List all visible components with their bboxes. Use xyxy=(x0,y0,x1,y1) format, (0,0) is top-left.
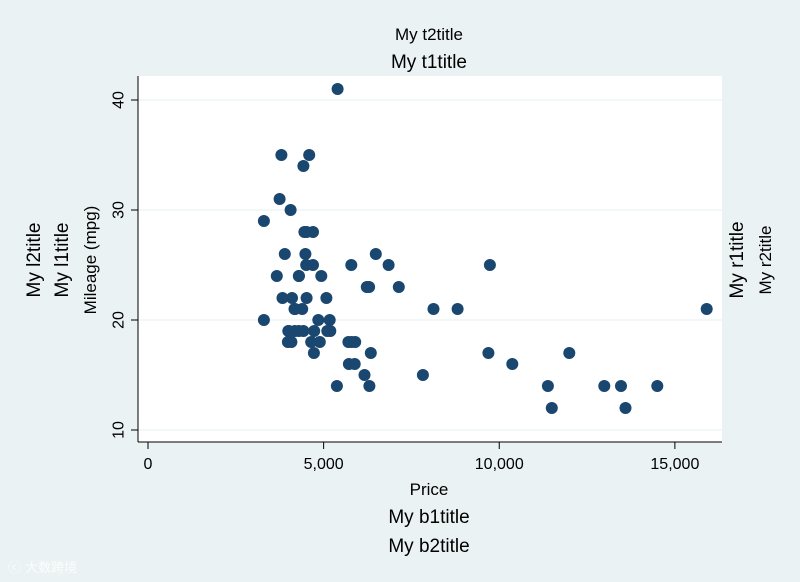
data-point xyxy=(598,380,611,392)
data-point xyxy=(278,248,291,260)
axes xyxy=(137,76,722,443)
plot-area xyxy=(138,76,722,442)
data-point xyxy=(545,402,558,414)
data-point xyxy=(324,325,337,337)
y-tick-label: 10 xyxy=(111,421,128,439)
r1-title: My r1title xyxy=(727,221,748,298)
data-point xyxy=(308,325,321,337)
x-tick-label: 5,000 xyxy=(304,456,344,473)
data-point xyxy=(300,226,313,238)
data-point xyxy=(285,336,298,348)
data-point xyxy=(289,303,302,315)
data-point xyxy=(482,347,495,359)
t2-title: My t2title xyxy=(395,25,463,44)
data-point xyxy=(297,160,310,172)
data-point xyxy=(615,380,627,392)
data-point xyxy=(363,380,376,392)
data-points xyxy=(257,83,713,414)
data-point xyxy=(299,248,312,260)
b2-title: My b2title xyxy=(388,536,469,557)
watermark-text: 大数跨境 xyxy=(25,561,78,576)
x-tick-label: 15,000 xyxy=(650,456,699,473)
x-axis-label: Price xyxy=(410,480,449,499)
x-tick-label: 10,000 xyxy=(475,456,524,473)
data-point xyxy=(323,314,336,326)
data-point xyxy=(563,347,576,359)
data-point xyxy=(320,292,333,304)
data-point xyxy=(297,325,310,337)
grid-lines xyxy=(138,99,722,431)
data-point xyxy=(307,259,319,271)
data-point xyxy=(451,303,464,315)
data-point xyxy=(313,336,326,348)
data-point xyxy=(276,292,289,304)
data-point xyxy=(292,270,305,282)
data-point xyxy=(358,369,371,381)
data-point xyxy=(315,270,328,282)
data-point xyxy=(270,270,283,282)
data-point xyxy=(257,215,270,227)
data-point xyxy=(284,204,297,216)
data-point xyxy=(273,193,286,205)
data-point xyxy=(275,149,288,161)
x-ticks: 0 5,000 10,000 15,000 xyxy=(144,442,699,473)
data-point xyxy=(541,380,554,392)
y-tick-label: 20 xyxy=(111,311,128,329)
y-ticks: 10 20 30 40 xyxy=(111,91,138,439)
data-point xyxy=(286,292,298,304)
data-point xyxy=(427,303,440,315)
t1-title: My t1title xyxy=(391,52,467,73)
data-point xyxy=(369,248,382,260)
data-point xyxy=(257,314,270,326)
data-point xyxy=(416,369,429,381)
data-point xyxy=(303,149,316,161)
data-point xyxy=(330,380,343,392)
l2-title: My l2title xyxy=(24,223,45,298)
y-axis-label: Mileage (mpg) xyxy=(81,206,100,315)
data-point xyxy=(364,347,377,359)
y-tick-label: 40 xyxy=(111,91,128,109)
x-tick-label: 0 xyxy=(144,456,153,473)
data-point xyxy=(392,281,405,293)
data-point xyxy=(363,281,376,293)
y-tick-label: 30 xyxy=(111,201,128,219)
b1-title: My b1title xyxy=(388,507,469,528)
data-point xyxy=(312,314,325,326)
data-point xyxy=(651,380,664,392)
data-point xyxy=(700,303,713,315)
data-point xyxy=(506,358,519,370)
data-point xyxy=(382,259,395,271)
data-point xyxy=(300,292,313,304)
data-point xyxy=(348,358,361,370)
data-point xyxy=(345,259,358,271)
data-point xyxy=(307,347,320,359)
data-point xyxy=(349,336,362,348)
watermark-logo: ⓒ 大数跨境 xyxy=(8,561,78,576)
l1-title: My l1title xyxy=(52,223,73,298)
data-point xyxy=(619,402,632,414)
data-point xyxy=(331,83,344,95)
r2-title: My r2title xyxy=(756,226,775,295)
data-point xyxy=(483,259,496,271)
data-point xyxy=(305,336,318,348)
